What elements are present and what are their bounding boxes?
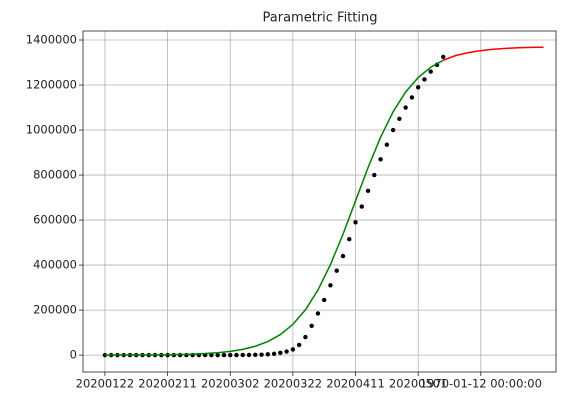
y-tick-label: 600000 <box>33 213 77 227</box>
data-point <box>284 349 289 354</box>
data-point <box>228 352 233 358</box>
data-point <box>265 352 271 357</box>
data-point <box>422 77 427 82</box>
series-line <box>104 59 444 356</box>
y-tick-label: 200000 <box>33 303 77 317</box>
data-point <box>240 352 245 358</box>
data-point <box>315 311 321 316</box>
data-point <box>334 268 339 273</box>
data-point <box>221 352 227 358</box>
data-point <box>246 352 252 358</box>
data-point <box>340 253 346 259</box>
series-line <box>442 46 544 61</box>
data-point <box>397 116 402 121</box>
x-tick-label: 20200122 <box>76 377 135 391</box>
y-tick-label: 400000 <box>33 258 77 272</box>
data-point <box>290 347 296 352</box>
data-point <box>271 351 277 356</box>
data-point <box>296 342 302 348</box>
data-point <box>321 297 327 303</box>
data-point <box>102 352 108 358</box>
data-point <box>347 237 352 242</box>
data-point <box>428 69 433 74</box>
data-point <box>353 220 358 225</box>
data-point <box>390 127 396 133</box>
y-tick-label: 0 <box>70 348 77 362</box>
data-point <box>378 157 383 162</box>
data-point <box>441 54 446 60</box>
data-point <box>234 352 239 358</box>
y-tick-label: 1400000 <box>26 33 77 47</box>
chart-title: Parametric Fitting <box>263 11 378 26</box>
data-point <box>403 105 408 110</box>
data-point <box>278 350 283 356</box>
y-tick-label: 800000 <box>33 168 77 182</box>
x-tick-label: 20200501 <box>389 377 448 391</box>
x-tick-label: 20200211 <box>138 377 197 391</box>
data-point <box>328 283 333 288</box>
y-tick-label: 1000000 <box>26 123 77 137</box>
y-tick-label: 1200000 <box>26 78 77 92</box>
x-tick-label: 20200411 <box>326 377 385 391</box>
data-point <box>384 142 390 147</box>
data-point <box>303 334 308 340</box>
data-point <box>409 95 415 100</box>
data-point <box>415 85 421 90</box>
data-point <box>372 172 377 178</box>
x-tick-label: 20200322 <box>264 377 323 391</box>
plot-frame <box>82 30 557 373</box>
data-point <box>359 204 364 209</box>
data-point <box>365 188 371 194</box>
data-point <box>309 323 314 329</box>
data-point <box>259 352 264 357</box>
data-point <box>253 352 258 357</box>
x-tick-label: 1970-01-12 00:00:00 <box>420 377 542 391</box>
x-tick-label: 20200302 <box>201 377 260 391</box>
data-point <box>209 352 214 358</box>
data-point <box>215 352 220 358</box>
